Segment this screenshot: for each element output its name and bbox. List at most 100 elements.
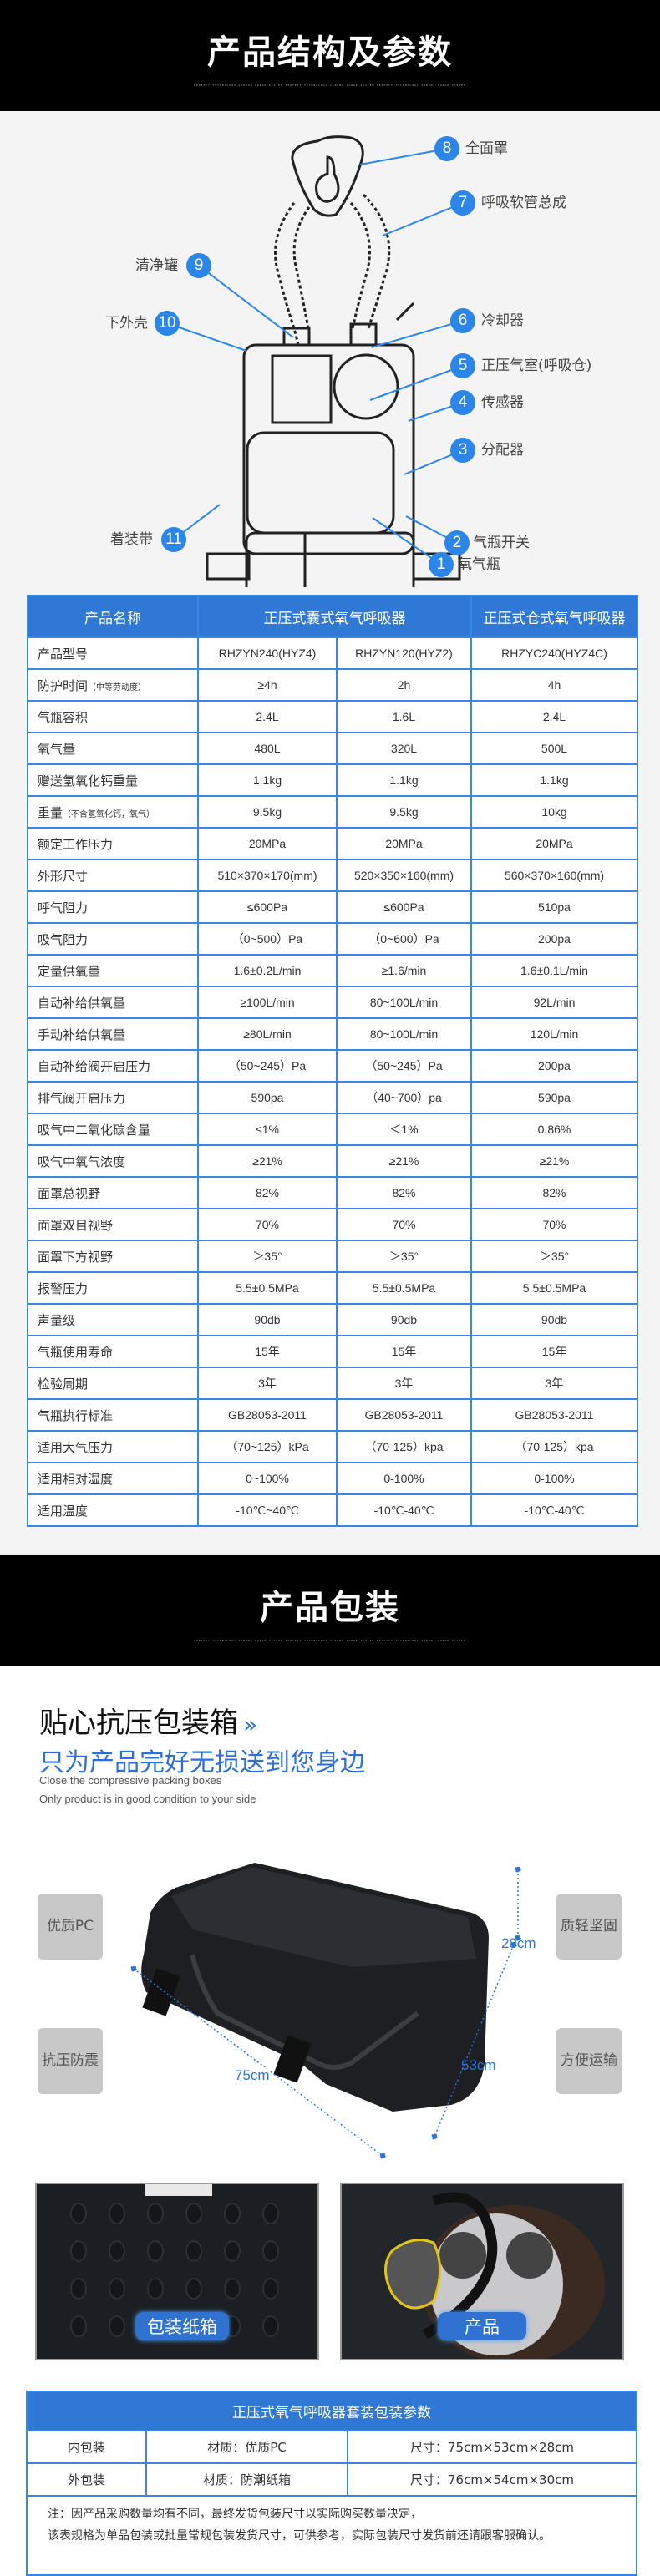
row-label: 额定工作压力	[27, 827, 199, 860]
cell-value: ≥80L/min	[197, 1017, 338, 1051]
table-row: 额定工作压力 20MPa 20MPa 20MPa	[27, 827, 638, 860]
cell-value: 20MPa	[470, 827, 638, 860]
table-row: 适用温度 -10℃~40℃ -10℃-40℃ -10℃-40℃	[27, 1493, 638, 1527]
callout-label-cylinder: 氧气瓶	[458, 556, 500, 573]
cell-value: （70-125）kpa	[470, 1430, 638, 1463]
row-label-text: 检验周期	[38, 1377, 89, 1392]
row-label: 手动补给供氧量	[27, 1017, 199, 1051]
cell-value: 2.4L	[197, 700, 338, 733]
pack-type: 外包装	[26, 2462, 147, 2497]
cell-value: 0~100%	[197, 1462, 338, 1495]
row-label: 报警压力	[27, 1271, 199, 1305]
section-header-structure: 产品结构及参数 PERFECT TECHNOLOGY STRONG LARGE …	[0, 0, 660, 111]
cell-value: 0.86%	[470, 1113, 638, 1146]
table-row: 防护时间（中等劳动度） ≥4h 2h 4h	[27, 668, 638, 702]
callout-number-9: 9	[186, 253, 211, 278]
spec-header-row: 产品名称 正压式囊式氧气呼吸器 正压式仓式氧气呼吸器	[27, 595, 638, 638]
cell-value: 200pa	[470, 922, 638, 956]
row-label: 产品型号	[27, 636, 199, 670]
row-label: 气瓶使用寿命	[27, 1335, 199, 1368]
cell-value: 560×370×160(mm)	[470, 859, 638, 892]
mask-outline	[291, 135, 364, 217]
row-label-text: 吸气阻力	[38, 932, 89, 947]
cell-value: （70~125）kPa	[197, 1430, 338, 1463]
cylinder-outline	[245, 531, 415, 587]
table-row: 自动补给阀开启压力 （50~245）Pa （50~245）Pa 200pa	[27, 1049, 638, 1083]
cooler-outline	[333, 353, 399, 420]
callout-label-sensor: 传感器	[481, 394, 524, 411]
table-row: 适用相对湿度 0~100% 0-100% 0-100%	[27, 1462, 638, 1495]
cell-value: 1.1kg	[336, 763, 472, 797]
cell-value: 82%	[470, 1176, 638, 1209]
table-row: 适用大气压力 （70~125）kPa （70-125）kpa （70-125）kpa	[27, 1430, 638, 1463]
case-foam-dimple	[70, 2203, 87, 2224]
row-label: 适用相对湿度	[27, 1462, 199, 1495]
decorative-caption: PERFECT TECHNOLOGY STRONG LARGE SYSTEM P…	[194, 84, 466, 87]
case-foam-dimple	[70, 2240, 87, 2262]
cell-value: 70%	[336, 1208, 472, 1241]
row-label-text: 额定工作压力	[38, 837, 114, 852]
row-label: 自动补给供氧量	[27, 986, 199, 1019]
photo-case-interior: 包装纸箱	[35, 2183, 319, 2360]
cell-value: 3年	[470, 1367, 638, 1400]
row-label: 自动补给阀开启压力	[27, 1049, 199, 1083]
cell-value: 15年	[197, 1335, 338, 1368]
row-label-text: 面罩总视野	[38, 1186, 101, 1201]
row-label: 外形尺寸	[27, 859, 199, 892]
header-bag-type: 正压式囊式氧气呼吸器	[197, 595, 472, 638]
header-product-name: 产品名称	[27, 595, 199, 638]
cell-value: 9.5kg	[336, 795, 472, 829]
row-label-text: 赠送氢氧化钙重量	[38, 773, 139, 789]
cell-value: （0~500）Pa	[197, 922, 338, 956]
table-row: 报警压力 5.5±0.5MPa 5.5±0.5MPa 5.5±0.5MPa	[27, 1271, 638, 1305]
row-label-text: 报警压力	[38, 1281, 89, 1296]
table-row: 产品型号 RHZYN240(HYZ4) RHZYN120(HYZ2) RHZYC240…	[27, 636, 638, 670]
cell-value: 320L	[336, 732, 472, 765]
cell-value: -10℃-40℃	[470, 1493, 638, 1527]
table-row: 吸气中氧气浓度 ≥21% ≥21% ≥21%	[27, 1144, 638, 1178]
packing-table-title: 正压式氧气呼吸器套装包装参数	[26, 2391, 637, 2431]
callout-number-5: 5	[450, 353, 475, 378]
cell-value: 590pa	[197, 1081, 338, 1114]
case-foam-dimple	[147, 2278, 164, 2300]
row-label: 防护时间（中等劳动度）	[27, 668, 199, 702]
feature-badge: 方便运输	[556, 2028, 622, 2094]
case-foam-dimple	[70, 2315, 87, 2337]
row-label-note: （不含氢氧化钙，氧气）	[63, 809, 155, 819]
chamber-outline	[246, 431, 395, 535]
callout-label-chamber: 正压气室(呼吸仓)	[481, 357, 592, 374]
table-row: 定量供氧量 1.6±0.2L/min ≥1.6/min 1.6±0.1L/min	[27, 954, 638, 987]
cell-value: ≥4h	[197, 668, 338, 702]
case-foam-dimple	[70, 2278, 87, 2300]
row-label: 重量（不含氢氧化钙，氧气）	[27, 795, 199, 829]
callout-number-3: 3	[450, 438, 475, 463]
cell-value: 90db	[197, 1303, 338, 1336]
cell-value: 80~100L/min	[336, 986, 472, 1019]
cell-value: 120L/min	[470, 1017, 638, 1051]
row-label: 面罩总视野	[27, 1176, 199, 1209]
cell-value: （0~600）Pa	[336, 922, 472, 956]
table-row: 吸气阻力 （0~500）Pa （0~600）Pa 200pa	[27, 922, 638, 956]
row-label-text: 适用温度	[38, 1504, 89, 1519]
dimension-width: 53cm	[461, 2057, 496, 2073]
structure-section: 8 全面罩 7 呼吸软管总成 9 清净罐 10 下外壳 6 冷却器 5 正压气室…	[0, 111, 660, 1555]
callout-label-cooler: 冷却器	[481, 312, 524, 329]
feature-badge: 质轻坚固	[556, 1894, 622, 1960]
spec-table: 产品名称 正压式囊式氧气呼吸器 正压式仓式氧气呼吸器 产品型号 RHZYN240(…	[27, 595, 638, 1527]
table-row: 手动补给供氧量 ≥80L/min 80~100L/min 120L/min	[27, 1017, 638, 1051]
photo-label-box: 包装纸箱	[135, 2312, 229, 2340]
case-foam-dimple	[224, 2240, 241, 2262]
table-row: 声量级 90db 90db 90db	[27, 1303, 638, 1336]
dimension-length: 75cm	[235, 2067, 270, 2084]
cell-value: 3年	[197, 1367, 338, 1400]
cell-value: 90db	[470, 1303, 638, 1336]
table-row: 呼气阻力 ≤600Pa ≤600Pa 510pa	[27, 890, 638, 924]
cell-value: 92L/min	[470, 986, 638, 1019]
section-title: 产品包装	[260, 1589, 400, 1627]
row-label-text: 气瓶容积	[38, 710, 89, 725]
row-label-text: 适用相对湿度	[38, 1472, 114, 1487]
cell-value: 200pa	[470, 1049, 638, 1083]
cell-value: 2.4L	[470, 700, 638, 733]
cell-value: ≥21%	[197, 1144, 338, 1178]
cell-value: 1.6L	[336, 700, 472, 733]
